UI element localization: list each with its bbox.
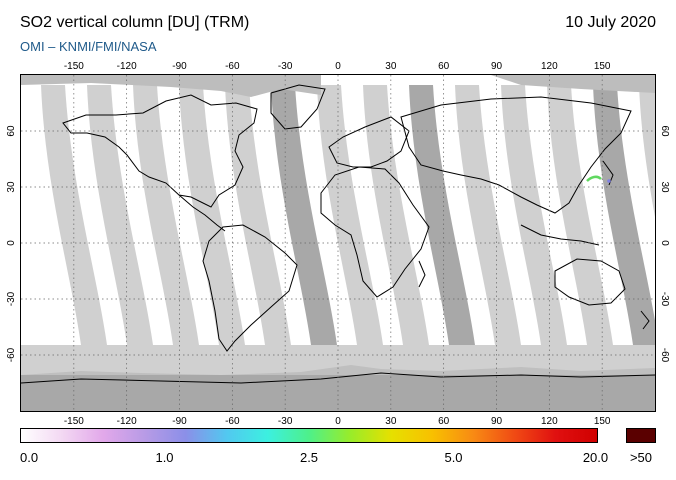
lon-tick-top: 150	[593, 61, 611, 72]
lon-tick-top: 60	[438, 61, 450, 72]
africa-coast	[320, 166, 430, 298]
lon-tick-bottom: -120	[116, 416, 137, 427]
lon-tick-top: 30	[385, 61, 397, 72]
south-america-coast	[202, 224, 298, 352]
swath-band	[639, 85, 655, 217]
australia-coast	[554, 258, 626, 306]
lon-tick-bottom: -60	[225, 416, 240, 427]
lon-tick-bottom: 90	[490, 416, 503, 427]
orbit-swaths	[41, 85, 655, 345]
swath-band	[593, 85, 655, 345]
lat-tick-left: 30	[6, 181, 17, 193]
lat-tick-left: 0	[6, 240, 17, 246]
lon-tick-top: 90	[490, 61, 503, 72]
antarctica-coast	[21, 372, 655, 384]
so2-hotspot	[586, 175, 602, 182]
continents	[21, 84, 655, 384]
colorbar-tick-label: 20.0	[582, 450, 609, 465]
lon-tick-top: -30	[277, 61, 293, 72]
madagascar	[418, 260, 426, 288]
lat-tick-right: -30	[659, 291, 670, 307]
europe-coast	[328, 116, 410, 168]
lon-tick-bottom: -150	[63, 416, 84, 427]
asia-coast	[400, 96, 632, 214]
new-zealand	[640, 310, 650, 330]
lat-tick-right: 0	[659, 240, 670, 246]
greenland-coast	[270, 84, 326, 130]
swath-band	[225, 85, 291, 345]
lon-tick-top: -60	[225, 61, 240, 72]
swath-band	[87, 85, 153, 345]
indonesia-islands	[520, 224, 600, 246]
map-date: 10 July 2020	[565, 14, 656, 31]
map-title: SO2 vertical column [DU] (TRM)	[20, 14, 250, 31]
lat-tick-left: -60	[6, 347, 17, 363]
lon-tick-top: 0	[335, 61, 341, 72]
swath-band	[317, 85, 383, 345]
swath-band	[363, 85, 429, 345]
lon-tick-top: -90	[172, 61, 187, 72]
colorbar-overflow-swatch	[626, 428, 656, 443]
colorbar-tick-label: 1.0	[155, 450, 174, 465]
swath-band	[271, 85, 337, 345]
lon-tick-top: -120	[116, 61, 137, 72]
lat-tick-right: 60	[659, 125, 670, 137]
lat-tick-right: 30	[659, 181, 670, 193]
data-credit: OMI – KNMI/FMI/NASA	[20, 39, 157, 54]
lon-tick-bottom: 150	[593, 416, 611, 427]
colorbar-tick-label: 2.5	[299, 450, 319, 465]
lon-tick-bottom: -90	[172, 416, 187, 427]
lat-tick-left: -30	[6, 291, 17, 307]
colorbar-tick-label: 0.0	[20, 450, 39, 465]
swath-band	[179, 85, 245, 345]
swath-band	[455, 85, 521, 345]
lon-tick-bottom: -30	[277, 416, 293, 427]
lon-tick-top: -150	[63, 61, 84, 72]
swath-band	[409, 85, 475, 345]
colorbar-overflow-label: >50	[629, 450, 653, 465]
swath-band	[133, 85, 199, 345]
central-america	[178, 194, 226, 232]
lon-tick-bottom: 60	[438, 416, 450, 427]
so2-signal	[586, 175, 611, 183]
so2-spot	[607, 179, 611, 183]
world-map[interactable]	[20, 74, 656, 412]
colorbar-tick-label: 5.0	[444, 450, 463, 465]
arctic-gray-right	[491, 75, 655, 93]
graticule	[21, 75, 655, 411]
swath-band	[501, 85, 567, 345]
lon-tick-bottom: 30	[385, 416, 397, 427]
lon-tick-bottom: 120	[540, 416, 558, 427]
map-canvas	[21, 75, 655, 411]
arctic-gray-left	[21, 75, 321, 97]
north-america-coast	[62, 94, 258, 208]
lon-tick-top: 120	[540, 61, 558, 72]
lon-tick-bottom: 0	[335, 416, 341, 427]
swath-band	[547, 85, 613, 345]
colorbar	[20, 428, 598, 443]
lat-tick-right: -60	[659, 347, 670, 363]
lat-tick-left: 60	[6, 125, 17, 137]
